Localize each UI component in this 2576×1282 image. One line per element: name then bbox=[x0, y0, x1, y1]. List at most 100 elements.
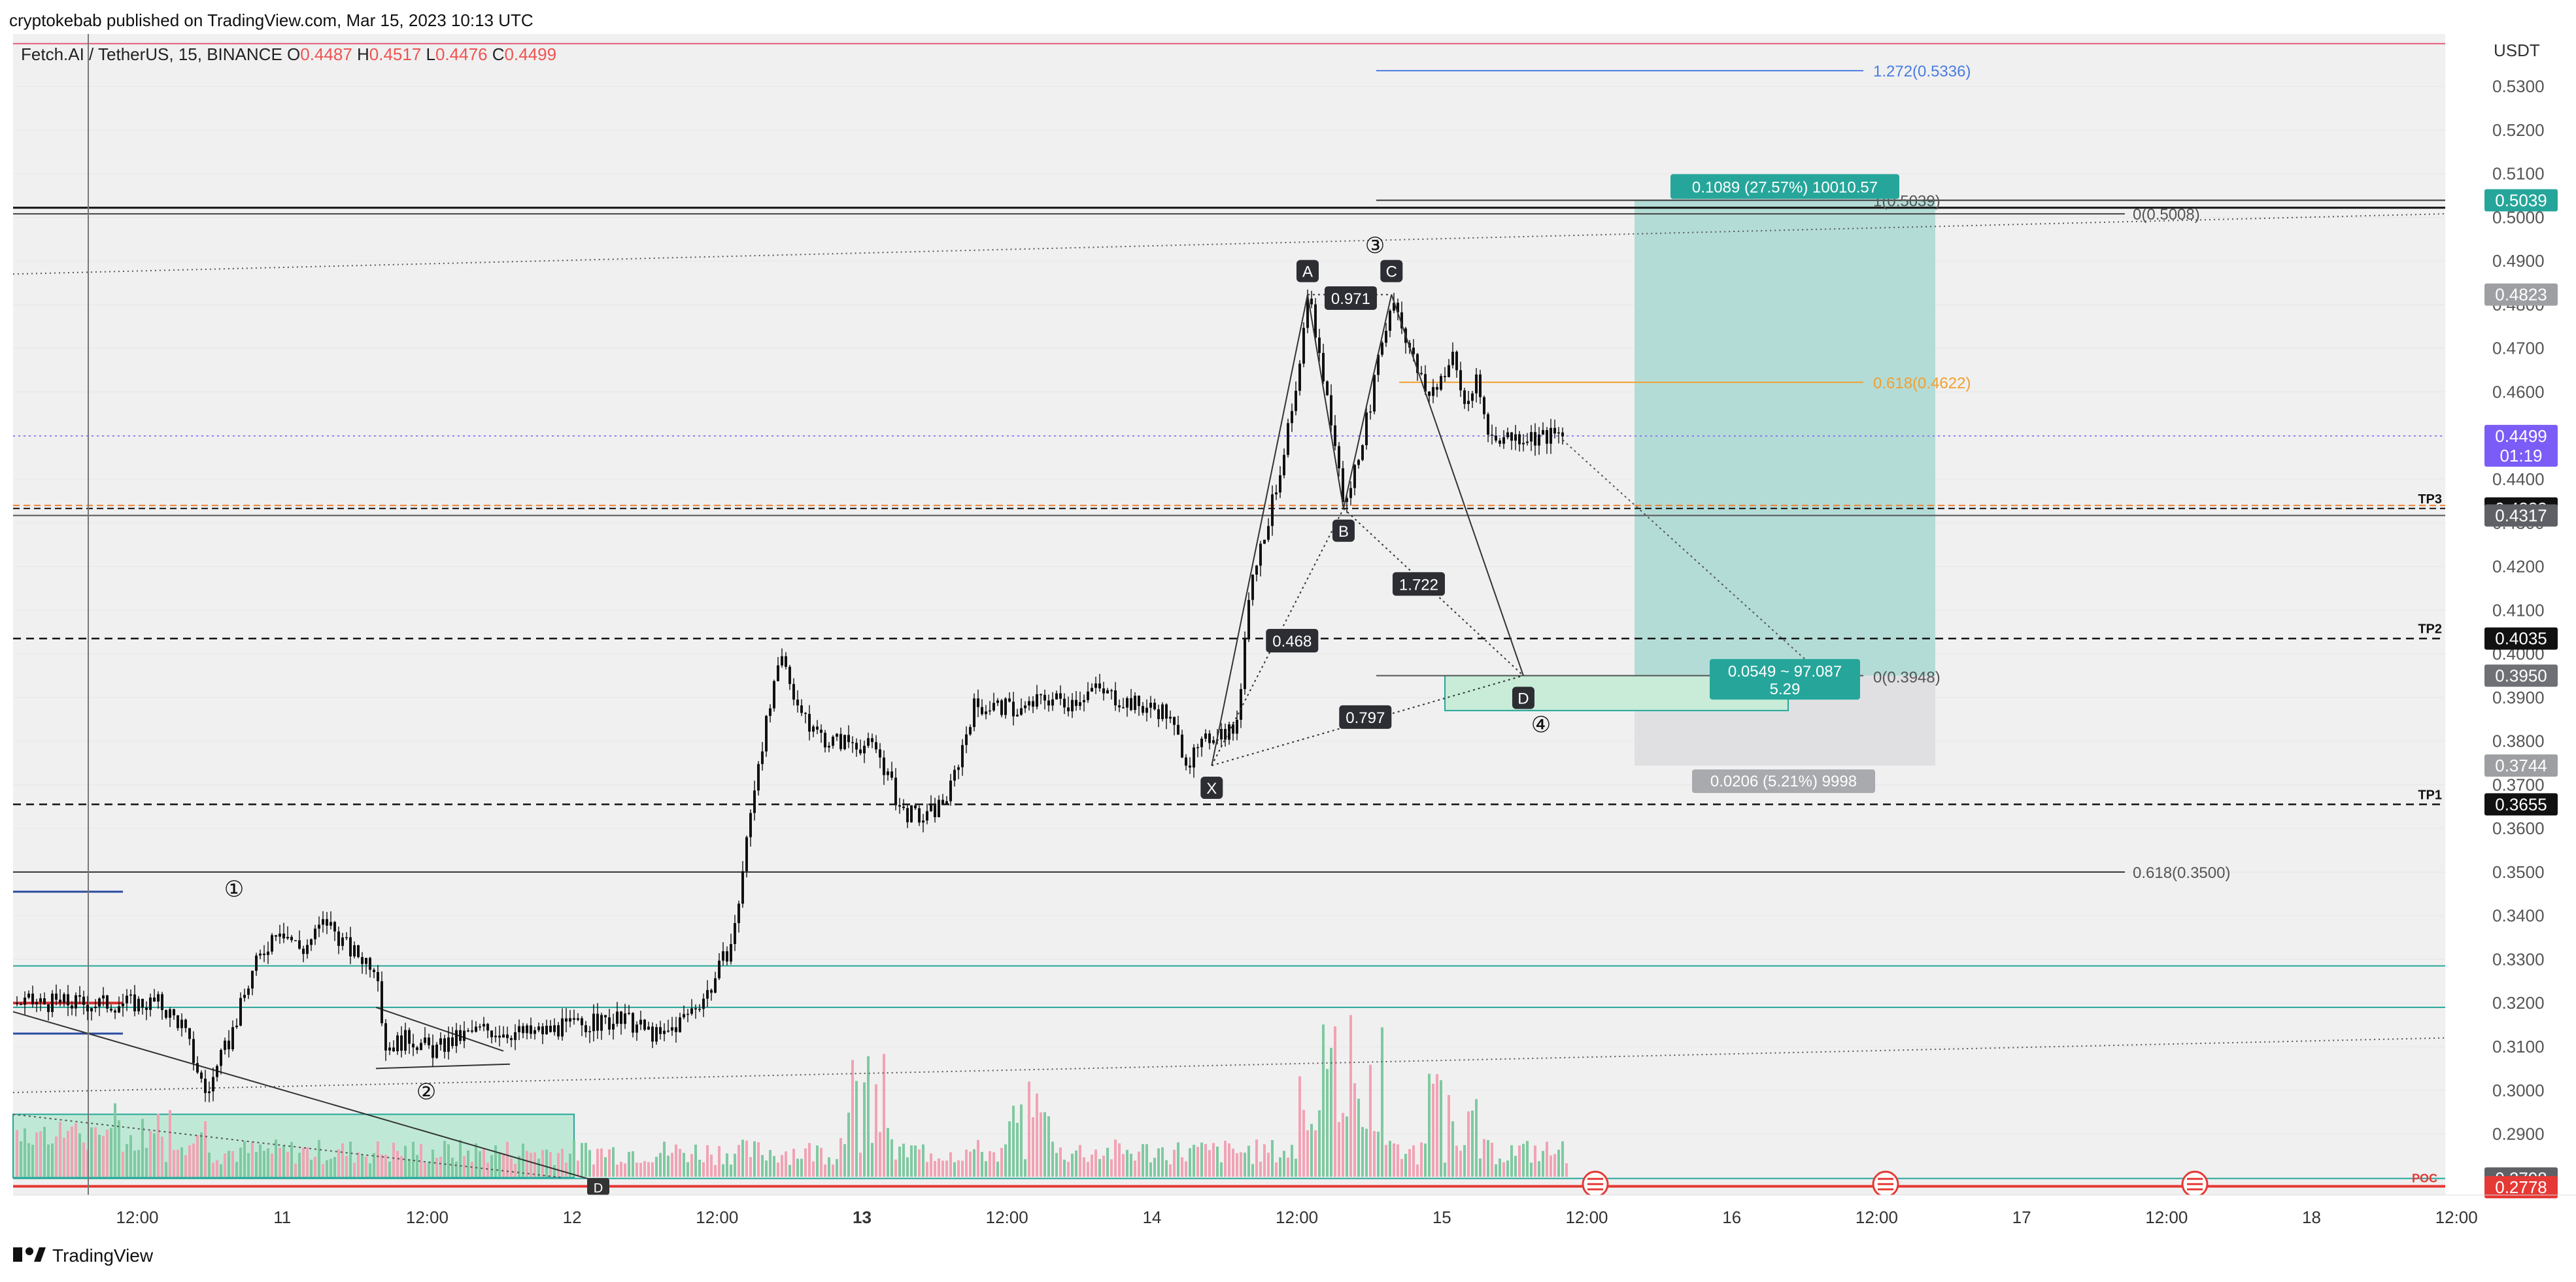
candle-body bbox=[510, 1037, 513, 1040]
candle-body bbox=[749, 813, 752, 837]
volume-bar bbox=[655, 1156, 658, 1177]
pattern-point-label: X bbox=[1206, 780, 1217, 798]
volume-bar bbox=[286, 1151, 289, 1177]
us-event-icon[interactable] bbox=[2181, 1170, 2209, 1198]
volume-bar bbox=[263, 1151, 265, 1177]
volume-bar bbox=[1071, 1153, 1074, 1177]
volume-bar bbox=[122, 1151, 124, 1177]
pattern-point-x[interactable]: X bbox=[1200, 777, 1223, 800]
candle-body bbox=[133, 994, 136, 1011]
triangle-top[interactable] bbox=[375, 1006, 504, 1052]
pattern-leg[interactable] bbox=[1211, 508, 1344, 766]
candle-body bbox=[534, 1030, 536, 1034]
pattern-point-badge bbox=[1512, 686, 1534, 709]
pattern-point-a[interactable]: A bbox=[1296, 260, 1319, 282]
volume-bar bbox=[133, 1151, 136, 1177]
price-badge[interactable]: 0.5039 bbox=[2484, 189, 2558, 212]
volume-bar bbox=[683, 1153, 685, 1177]
price-badge[interactable]: 0.4823 bbox=[2484, 283, 2558, 306]
pattern-leg[interactable] bbox=[1342, 294, 1393, 509]
time-axis-bg bbox=[13, 1195, 2445, 1234]
volume-bar bbox=[639, 1162, 642, 1177]
volume-bar bbox=[396, 1151, 399, 1177]
pattern-leg[interactable] bbox=[1306, 294, 1344, 509]
time-tick: 11 bbox=[273, 1207, 291, 1227]
candle-body bbox=[839, 734, 842, 749]
volume-bar bbox=[1165, 1160, 1168, 1177]
price-badge-text: 0.3655 bbox=[2495, 794, 2547, 814]
price-badge[interactable]: 0.2778 bbox=[2484, 1175, 2558, 1198]
pattern-point-c[interactable]: C bbox=[1380, 260, 1403, 282]
volume-bar bbox=[451, 1157, 454, 1177]
candle-body bbox=[714, 978, 717, 993]
volume-bar bbox=[624, 1163, 626, 1177]
price-badge-text: 0.2778 bbox=[2495, 1177, 2547, 1197]
price-badge[interactable]: 0.4035 bbox=[2484, 627, 2558, 650]
candle-body bbox=[1416, 354, 1419, 373]
target-label[interactable]: 0.1089 (27.57%) 10010.57 bbox=[1670, 174, 1899, 199]
volume-bar bbox=[231, 1151, 234, 1177]
volume-bar bbox=[463, 1156, 466, 1177]
down-trendline-dotted[interactable] bbox=[12, 1113, 563, 1179]
pattern-ratio[interactable]: 0.971 bbox=[1324, 286, 1377, 310]
pattern-leg[interactable] bbox=[1391, 294, 1524, 676]
candle-body bbox=[773, 681, 775, 709]
volume-bar bbox=[243, 1141, 246, 1177]
price-badge[interactable]: 0.3950 bbox=[2484, 664, 2558, 687]
volume-bar bbox=[730, 1164, 732, 1177]
us-event-icon[interactable] bbox=[1582, 1170, 1609, 1198]
volume-bar bbox=[1377, 1132, 1380, 1177]
pattern-ratio[interactable]: 0.797 bbox=[1339, 705, 1392, 729]
pattern-leg[interactable] bbox=[1343, 508, 1524, 677]
candle-body bbox=[530, 1025, 532, 1034]
price-badge[interactable]: 0.3655 bbox=[2484, 793, 2558, 816]
triangle-bottom[interactable] bbox=[375, 1063, 511, 1070]
candle-body bbox=[1479, 374, 1482, 397]
published-info: cryptokebab published on TradingView.com… bbox=[9, 10, 534, 30]
us-event-icon[interactable] bbox=[1872, 1170, 1899, 1198]
tradingview-logo[interactable]: TradingView bbox=[13, 1245, 154, 1266]
candle-body bbox=[27, 993, 30, 998]
volume-bar bbox=[1420, 1142, 1423, 1177]
price-badge[interactable]: 0.4317 bbox=[2484, 504, 2558, 527]
candle-body bbox=[632, 1013, 634, 1033]
candle-body bbox=[161, 994, 163, 1010]
plot-area[interactable] bbox=[13, 34, 2445, 1195]
pattern-point-b[interactable]: B bbox=[1332, 519, 1355, 542]
pattern-leg[interactable] bbox=[1211, 294, 1308, 766]
candle-body bbox=[926, 811, 928, 821]
candle-body bbox=[1102, 688, 1105, 694]
volume-bar bbox=[1149, 1162, 1152, 1177]
pattern-ratio[interactable]: 0.468 bbox=[1266, 629, 1319, 653]
pattern-ratio[interactable]: 1.722 bbox=[1392, 572, 1445, 596]
price-tick: 0.2900 bbox=[2492, 1124, 2545, 1144]
candle-body bbox=[1467, 401, 1470, 404]
down-trendline[interactable] bbox=[12, 1011, 592, 1181]
price-tick: 0.3800 bbox=[2492, 732, 2545, 751]
volume-bar bbox=[224, 1153, 226, 1177]
volume-bar bbox=[1130, 1153, 1132, 1177]
volume-bar bbox=[828, 1157, 830, 1177]
volume-bar bbox=[965, 1149, 968, 1177]
stop-badge bbox=[1692, 769, 1875, 794]
candle-body bbox=[424, 1037, 426, 1043]
projection-dotted[interactable] bbox=[1562, 439, 1825, 677]
candle-body bbox=[996, 700, 999, 703]
stop-label[interactable]: 0.0206 (5.21%) 9998 bbox=[1692, 769, 1875, 794]
volume-bar bbox=[969, 1151, 972, 1177]
volume-bar bbox=[1404, 1153, 1407, 1177]
target-zone[interactable] bbox=[1635, 200, 1935, 676]
logo-mark-slash bbox=[34, 1247, 46, 1262]
pattern-point-d[interactable]: D bbox=[1512, 686, 1534, 709]
candle-body bbox=[1287, 423, 1289, 455]
volume-bar bbox=[698, 1159, 701, 1177]
candle-body bbox=[734, 922, 736, 945]
price-badge[interactable]: 0.3744 bbox=[2484, 754, 2558, 777]
volume-bar bbox=[930, 1153, 932, 1177]
volume-bar bbox=[63, 1138, 65, 1177]
price-badge-text: 0.3744 bbox=[2495, 756, 2547, 775]
